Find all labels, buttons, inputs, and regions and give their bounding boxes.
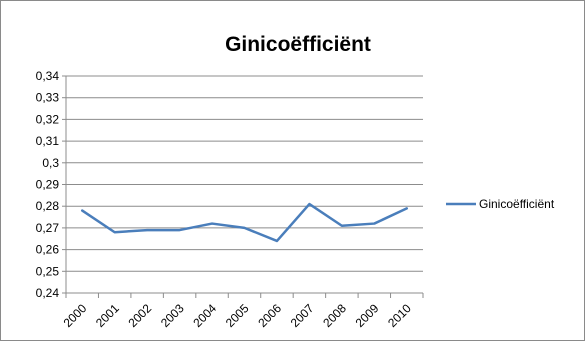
x-tick-label: 2002 (125, 301, 154, 330)
legend-label: Ginicoëfficiënt (479, 197, 555, 211)
y-tick-label: 0,3 (42, 156, 59, 170)
chart-title: Ginicoëfficiënt (225, 33, 371, 56)
x-tick-label: 2006 (255, 301, 284, 330)
y-tick-label: 0,34 (36, 69, 60, 83)
legend: Ginicoëfficiënt (446, 197, 555, 211)
x-tick-label: 2007 (288, 301, 317, 330)
y-tick-label: 0,25 (36, 264, 60, 278)
x-tick-label: 2003 (158, 301, 187, 330)
series-line (82, 204, 407, 241)
x-tick-label: 2005 (223, 301, 252, 330)
y-tick-label: 0,29 (36, 178, 60, 192)
y-tick-label: 0,28 (36, 199, 60, 213)
y-tick-label: 0,32 (36, 112, 60, 126)
x-tick-label: 2000 (61, 301, 90, 330)
x-tick-label: 2008 (320, 301, 349, 330)
x-tick-label: 2009 (353, 301, 382, 330)
y-tick-label: 0,31 (36, 134, 60, 148)
series-layer (82, 204, 407, 241)
y-tick-label: 0,33 (36, 91, 60, 105)
x-tick-label: 2001 (93, 301, 122, 330)
y-axis-tick-labels: 0,24 0,25 0,26 0,27 0,28 0,29 0,3 0,31 0,32 0,33 0… (36, 69, 60, 300)
y-tick-label: 0,27 (36, 221, 60, 235)
y-tick-label: 0,26 (36, 243, 60, 257)
axes (66, 76, 423, 298)
x-tick-label: 2010 (385, 301, 414, 330)
gridlines (62, 76, 423, 293)
x-tick-label: 2004 (190, 301, 219, 330)
y-tick-label: 0,24 (36, 286, 60, 300)
